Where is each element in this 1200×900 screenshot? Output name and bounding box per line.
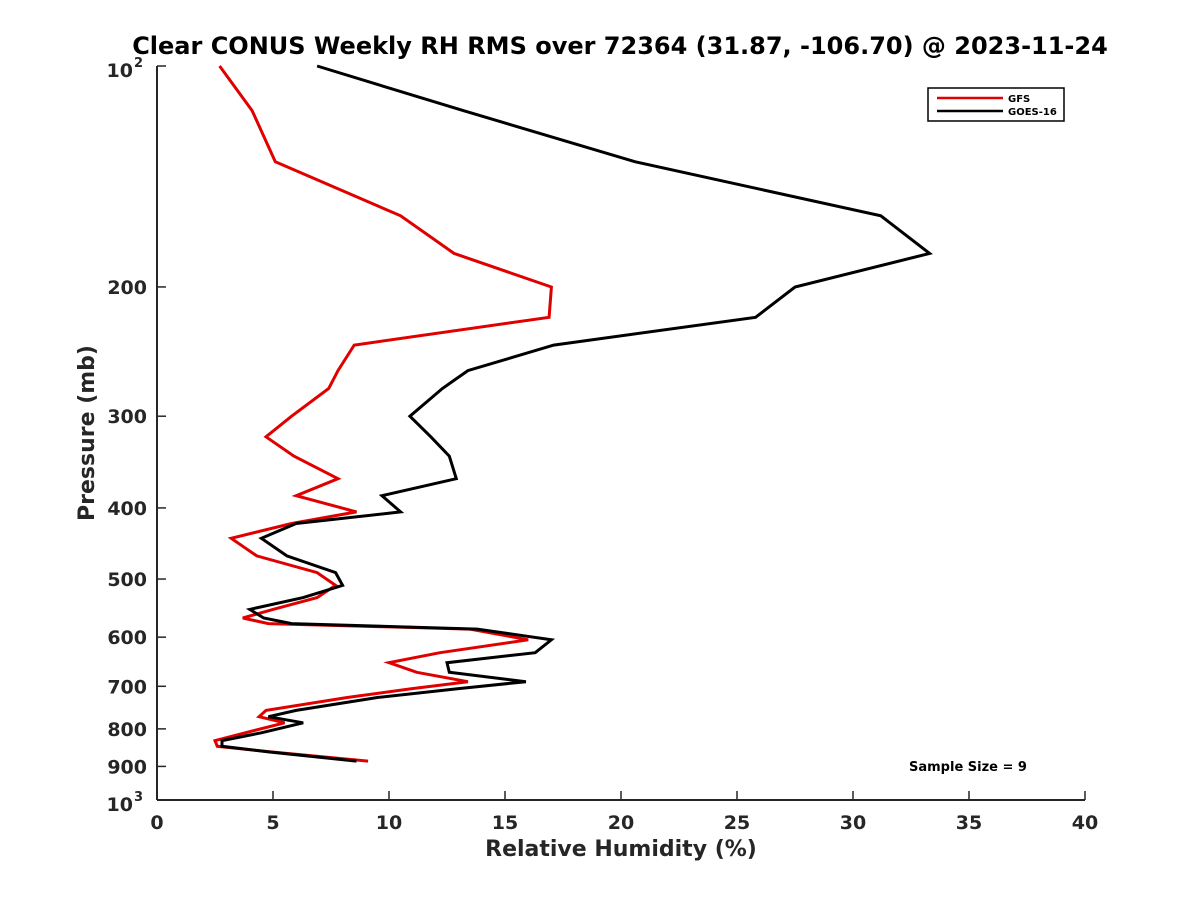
x-tick-label: 40 bbox=[1072, 812, 1098, 834]
series-line-gfs bbox=[212, 65, 553, 763]
y-tick-label: 400 bbox=[107, 498, 147, 520]
legend-label-gfs: GFS bbox=[1008, 94, 1030, 105]
y-tick-label: 200 bbox=[107, 277, 147, 299]
y-tick-label-power: 10 2 bbox=[107, 56, 144, 82]
x-tick-label: 5 bbox=[266, 812, 279, 834]
y-tick-label-power: 10 3 bbox=[107, 790, 144, 816]
y-tick-label: 500 bbox=[107, 569, 147, 591]
x-tick-label: 20 bbox=[608, 812, 634, 834]
y-tick-label-base: 10 bbox=[107, 60, 133, 82]
y-axis-label: Pressure (mb) bbox=[75, 345, 100, 521]
x-tick-label: 10 bbox=[376, 812, 402, 834]
series-layer bbox=[212, 64, 933, 763]
legend: GFS GOES-16 bbox=[927, 87, 1065, 122]
legend-label-goes-16: GOES-16 bbox=[1008, 107, 1057, 118]
legend-box bbox=[927, 87, 1065, 122]
y-tick-label: 800 bbox=[107, 719, 147, 741]
x-tick-label: 15 bbox=[492, 812, 518, 834]
x-tick-label: 35 bbox=[956, 812, 982, 834]
plot-area bbox=[156, 66, 1085, 801]
sample-size-annotation: Sample Size = 9 bbox=[909, 760, 1027, 775]
y-tick-label-base: 10 bbox=[107, 794, 133, 816]
y-tick-label: 900 bbox=[107, 756, 147, 778]
x-tick-label: 30 bbox=[840, 812, 866, 834]
x-axis-ticks: 0 5 10 15 20 25 30 35 40 bbox=[150, 791, 1098, 834]
chart-title: Clear CONUS Weekly RH RMS over 72364 (31… bbox=[132, 32, 1108, 60]
y-tick-label-exponent: 2 bbox=[134, 56, 143, 71]
x-tick-label: 25 bbox=[724, 812, 750, 834]
y-tick-label-exponent: 3 bbox=[134, 790, 143, 805]
x-axis-label: Relative Humidity (%) bbox=[485, 837, 757, 862]
x-tick-label: 0 bbox=[150, 812, 163, 834]
y-tick-label: 600 bbox=[107, 627, 147, 649]
y-tick-label: 700 bbox=[107, 676, 147, 698]
series-line-goes-16 bbox=[220, 64, 933, 763]
y-tick-label: 300 bbox=[107, 406, 147, 428]
